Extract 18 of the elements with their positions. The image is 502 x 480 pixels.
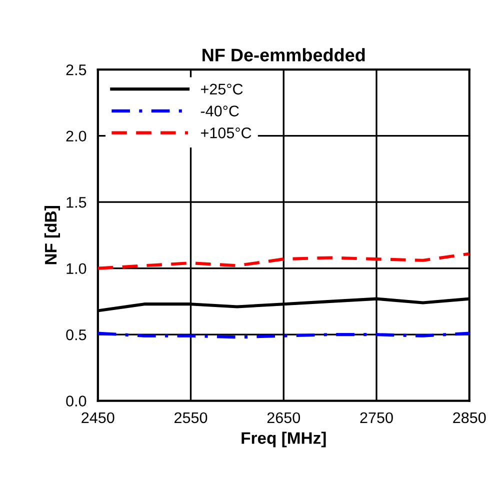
x-tick-label: 2550 <box>174 412 208 424</box>
x-tick-label: 2650 <box>267 412 300 424</box>
y-axis-title: NF [dB] <box>44 206 60 264</box>
x-tick-label: 2450 <box>82 412 114 424</box>
y-tick-label: 1.5 <box>66 197 86 208</box>
legend-label: +105°C <box>201 128 252 138</box>
x-axis-title: Freq [MHz] <box>242 432 326 448</box>
y-tick-label: 1.0 <box>66 263 86 274</box>
y-tick-label: 2.5 <box>66 64 86 76</box>
chart-title: NF De-emmbedded <box>202 48 365 62</box>
legend-label: -40°C <box>200 106 239 116</box>
legend-label: +25°C <box>201 84 243 95</box>
y-tick-label: 0.5 <box>66 329 86 340</box>
y-tick-label: 2.0 <box>66 130 86 142</box>
x-tick-label: 2750 <box>360 412 393 424</box>
y-tick-label: 0.0 <box>66 396 86 406</box>
x-tick-label: 2850 <box>453 412 486 424</box>
line-series <box>98 252 470 270</box>
